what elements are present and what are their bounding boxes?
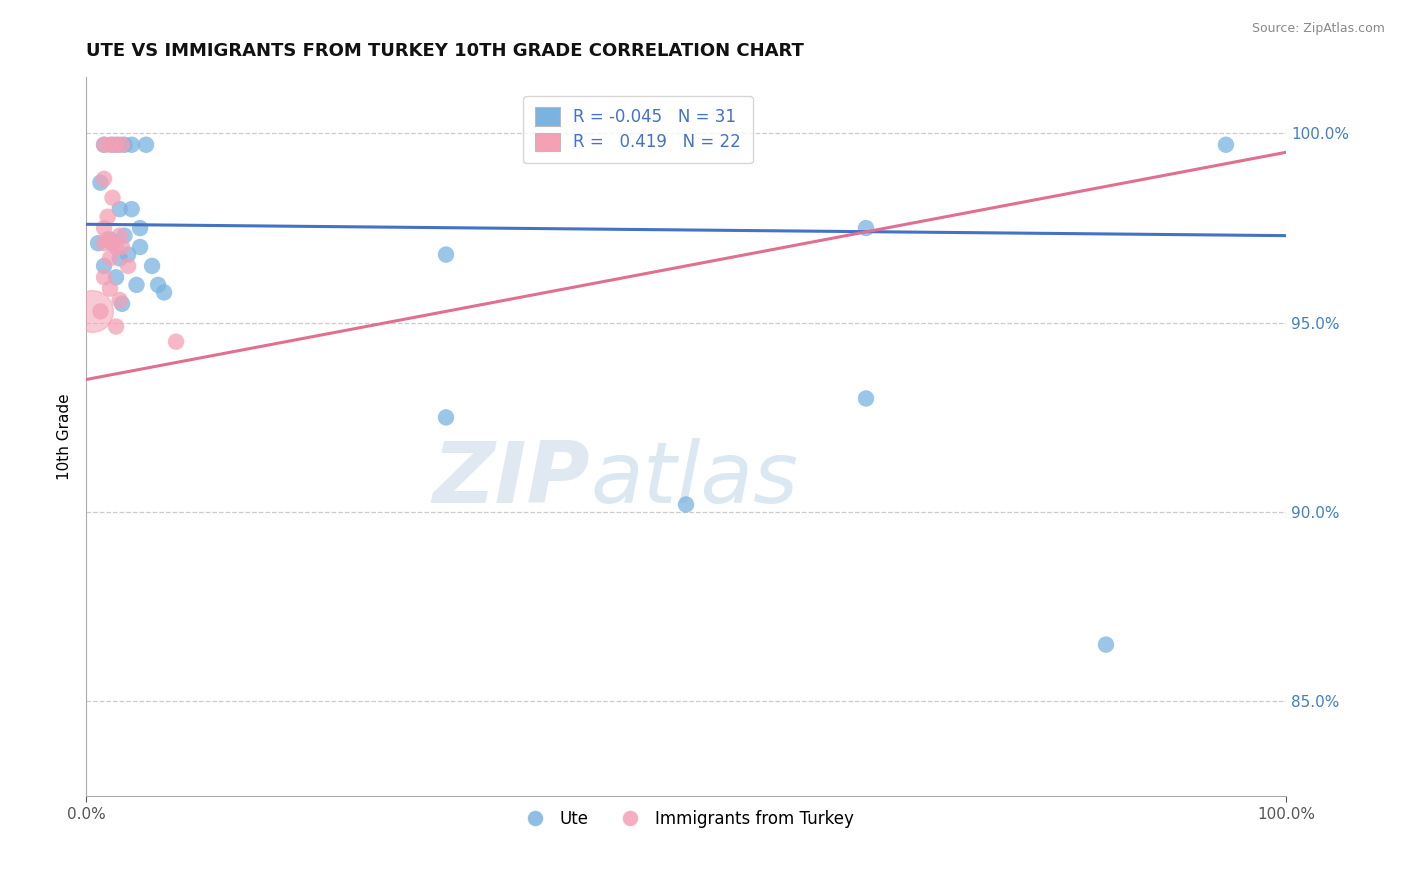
Point xyxy=(97,210,120,224)
Point xyxy=(675,498,697,512)
Point xyxy=(105,319,128,334)
Text: atlas: atlas xyxy=(591,438,799,521)
Point xyxy=(107,137,129,152)
Y-axis label: 10th Grade: 10th Grade xyxy=(58,393,72,480)
Point xyxy=(117,259,139,273)
Point xyxy=(101,236,124,251)
Point xyxy=(98,232,121,246)
Point xyxy=(153,285,176,300)
Point xyxy=(105,240,128,254)
Point xyxy=(101,137,124,152)
Point xyxy=(111,297,134,311)
Point xyxy=(111,240,134,254)
Point xyxy=(121,202,143,216)
Point xyxy=(105,137,128,152)
Text: UTE VS IMMIGRANTS FROM TURKEY 10TH GRADE CORRELATION CHART: UTE VS IMMIGRANTS FROM TURKEY 10TH GRADE… xyxy=(86,42,804,60)
Point xyxy=(97,232,120,246)
Point xyxy=(87,236,110,251)
Legend: Ute, Immigrants from Turkey: Ute, Immigrants from Turkey xyxy=(512,803,860,835)
Point xyxy=(93,270,115,285)
Point xyxy=(105,270,128,285)
Point xyxy=(114,228,136,243)
Point xyxy=(141,259,163,273)
Point xyxy=(855,392,877,406)
Point xyxy=(111,137,134,152)
Point xyxy=(93,259,115,273)
Text: Source: ZipAtlas.com: Source: ZipAtlas.com xyxy=(1251,22,1385,36)
Point xyxy=(129,240,152,254)
Point xyxy=(1095,638,1118,652)
Point xyxy=(93,171,115,186)
Point xyxy=(98,137,121,152)
Point xyxy=(108,202,131,216)
Point xyxy=(114,137,136,152)
Point xyxy=(125,277,148,292)
Point xyxy=(98,282,121,296)
Point xyxy=(135,137,157,152)
Point xyxy=(80,304,103,318)
Point xyxy=(108,252,131,266)
Point xyxy=(146,277,169,292)
Point xyxy=(101,191,124,205)
Point xyxy=(165,334,187,349)
Point xyxy=(108,293,131,307)
Point xyxy=(93,221,115,235)
Point xyxy=(108,228,131,243)
Point xyxy=(121,137,143,152)
Point xyxy=(93,137,115,152)
Point xyxy=(434,247,457,261)
Text: ZIP: ZIP xyxy=(433,438,591,521)
Point xyxy=(89,176,111,190)
Point xyxy=(129,221,152,235)
Point xyxy=(93,236,115,251)
Point xyxy=(89,304,111,318)
Point xyxy=(93,137,115,152)
Point xyxy=(98,252,121,266)
Point xyxy=(434,410,457,425)
Point xyxy=(117,247,139,261)
Point xyxy=(855,221,877,235)
Point xyxy=(101,236,124,251)
Point xyxy=(1215,137,1237,152)
